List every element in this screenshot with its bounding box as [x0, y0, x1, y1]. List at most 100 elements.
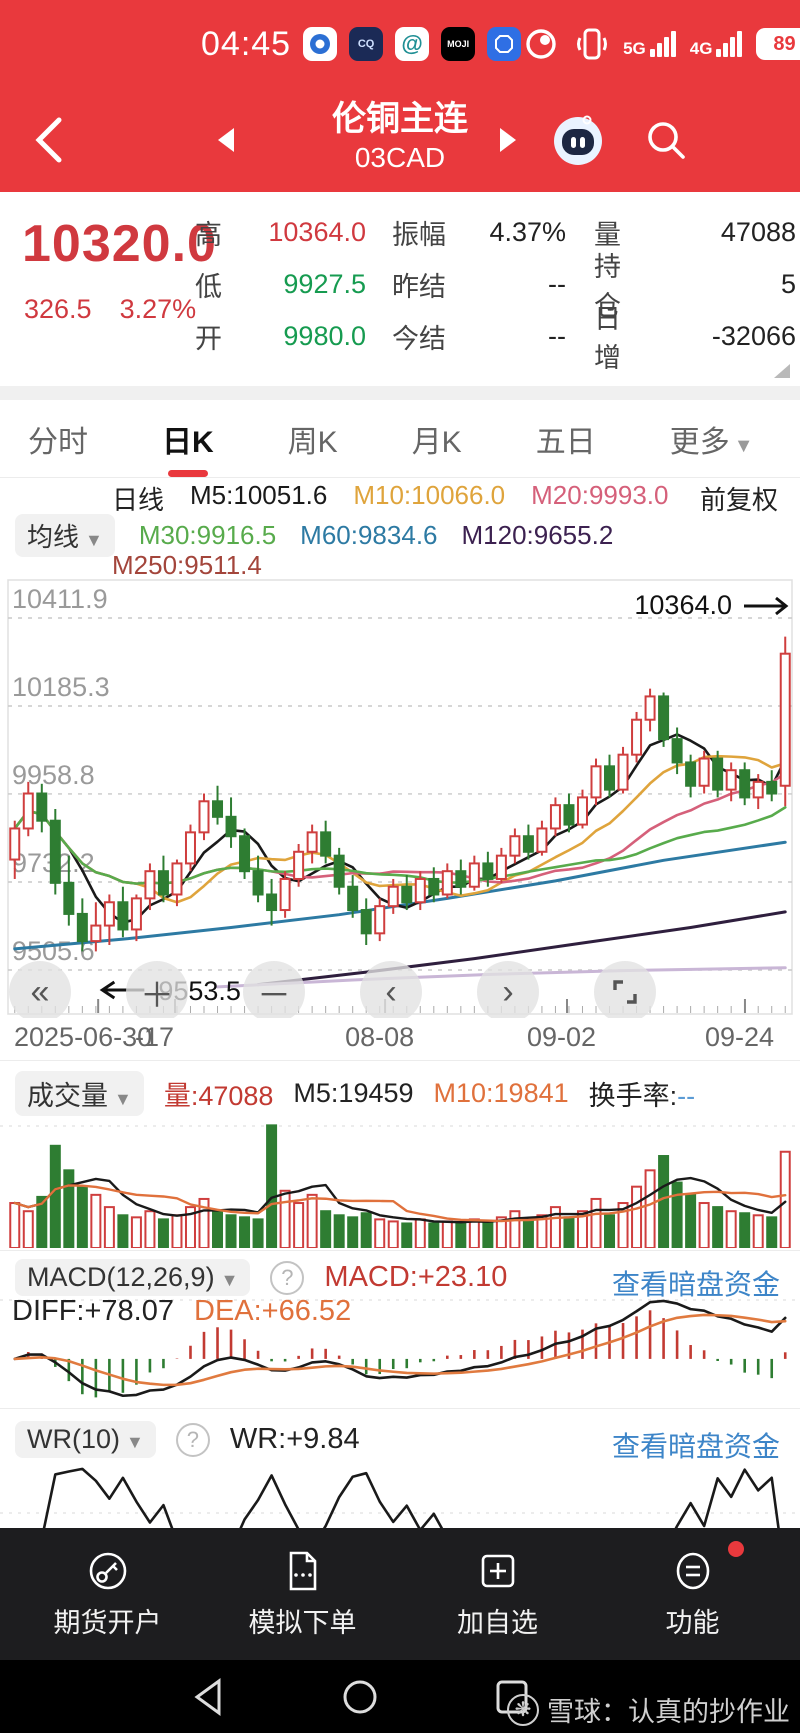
ma10-legend: M10:10066.0	[353, 480, 506, 510]
ma-legend: 日线 M5:10051.6 M10:10066.0 M20:9993.0 前复权…	[0, 478, 800, 580]
futures-account-icon	[89, 1552, 126, 1589]
ma5-legend: M5:10051.6	[190, 480, 328, 510]
period-label: 日线	[112, 485, 165, 515]
volume-panel[interactable]: 成交量 ▼ 量:47088 M5:19459 M10:19841 换手率:--	[0, 1060, 800, 1250]
instrument-code: 03CAD	[354, 142, 446, 173]
zoom-in-button[interactable]: ＋	[126, 961, 188, 1023]
pan-left-button[interactable]: ‹	[360, 961, 422, 1023]
diff-value: DIFF:+78.07	[12, 1295, 174, 1327]
next-instrument-button[interactable]	[478, 106, 538, 174]
help-icon[interactable]: ?	[270, 1260, 305, 1295]
dark-pool-link[interactable]: 查看暗盘资金	[611, 1269, 780, 1300]
chevron-down-icon: ▼	[220, 1270, 239, 1290]
volume-current: 量:47088	[163, 1081, 274, 1111]
chevron-down-icon: ▼	[85, 530, 103, 550]
functions-icon	[676, 1552, 709, 1589]
chevron-down-icon: ▼	[126, 1432, 144, 1452]
macd-value: MACD:+23.10	[324, 1261, 508, 1293]
expand-quote-triangle-icon[interactable]	[774, 364, 790, 378]
pan-right-button[interactable]: ›	[477, 961, 539, 1023]
section-divider	[0, 386, 800, 400]
battery-level: 89	[756, 28, 800, 60]
functions-button[interactable]: 功能	[608, 1540, 778, 1640]
back-button[interactable]	[18, 106, 78, 174]
kline-chart[interactable]: 10411.910185.39958.89732.29505.610364.09…	[0, 578, 800, 1023]
dea-value: DEA:+66.52	[194, 1295, 352, 1327]
dark-pool-link[interactable]: 查看暗盘资金	[611, 1431, 780, 1462]
instrument-name: 伦铜主连	[332, 100, 468, 138]
x-tick-label: 08-08	[345, 1022, 415, 1052]
macd-indicator-button[interactable]: MACD(12,26,9) ▼	[15, 1259, 251, 1296]
clock: 04:45	[201, 24, 292, 63]
vibrate-icon	[575, 26, 609, 62]
moji-weather-icon: MOJI	[441, 27, 476, 61]
field-label: 开	[195, 323, 222, 354]
x-axis-labels: 2025-06-30 -17 08-08 09-02 09-24	[0, 1018, 800, 1060]
ma60-legend: M60:9834.6	[300, 520, 438, 550]
prev-instrument-button[interactable]	[196, 106, 256, 174]
ma20-legend: M20:9993.0	[531, 480, 669, 510]
tab-daily-k[interactable]: 日K	[162, 417, 214, 461]
field-label: 昨结	[392, 271, 446, 302]
field-value-oi-change: -32066	[711, 320, 796, 351]
add-watchlist-button[interactable]: 加自选	[413, 1549, 583, 1640]
tab-minute[interactable]: 分时	[28, 425, 88, 459]
notification-dot	[727, 1540, 744, 1557]
svg-text:9958.8: 9958.8	[12, 760, 95, 790]
wr-panel[interactable]: WR(10) ▼ ? WR:+9.84 查看暗盘资金	[0, 1408, 800, 1528]
field-value-open-interest: 5	[780, 268, 796, 299]
field-label: 日增	[594, 304, 621, 373]
field-value-amplitude: 4.37%	[489, 216, 566, 247]
chevron-down-icon: ▼	[733, 434, 754, 457]
tab-five-day[interactable]: 五日	[535, 425, 596, 459]
wr-value: WR:+9.84	[229, 1423, 360, 1455]
field-value-high: 10364.0	[268, 216, 366, 247]
demo-order-button[interactable]: 模拟下单	[218, 1549, 388, 1640]
android-home-button[interactable]	[330, 1672, 390, 1722]
x-tick-label: 09-02	[526, 1022, 597, 1052]
field-value-prev-settle: --	[548, 268, 566, 299]
ma250-legend: M250:9511.4	[112, 550, 262, 580]
ma-dropdown-button[interactable]: 均线 ▼	[15, 514, 115, 557]
fullscreen-button[interactable]	[594, 961, 656, 1023]
field-label: 高	[195, 219, 222, 250]
field-label: 振幅	[392, 219, 446, 250]
stop-hand-app-icon	[487, 27, 522, 61]
change-value: 326.5	[24, 294, 92, 324]
android-nav-bar: ❋ 雪球：认真的抄作业	[0, 1660, 800, 1733]
field-value-low: 9927.5	[283, 268, 366, 299]
svg-text:10411.9: 10411.9	[12, 584, 108, 614]
x-tick-label: -17	[134, 1022, 175, 1052]
demo-order-icon	[289, 1551, 316, 1590]
volume-indicator-button[interactable]: 成交量 ▼	[15, 1071, 144, 1116]
tab-more[interactable]: 更多 ▼	[669, 425, 754, 459]
ma30-legend: M30:9916.5	[138, 520, 277, 550]
volume-ma10: M10:19841	[433, 1078, 569, 1108]
signal-4g-icon: 4G	[690, 31, 743, 57]
adjust-mode-toggle[interactable]: 前复权	[699, 485, 778, 515]
period-tab-bar: 分时 日K 周K 月K 五日 更多 ▼	[0, 400, 800, 478]
android-back-button[interactable]	[178, 1672, 238, 1722]
tab-weekly-k[interactable]: 周K	[287, 425, 338, 459]
x-tick-label: 09-24	[704, 1022, 775, 1052]
ma120-legend: M120:9655.2	[461, 520, 614, 550]
macd-panel[interactable]: MACD(12,26,9) ▼ ? MACD:+23.10 DIFF:+78.07…	[0, 1250, 800, 1408]
assistant-robot-icon[interactable]	[548, 106, 608, 174]
wr-indicator-button[interactable]: WR(10) ▼	[15, 1421, 156, 1458]
help-icon[interactable]: ?	[175, 1422, 210, 1457]
quote-panel: 10320.0 326.5 3.27% 高 10364.0 振幅 4.37% 量 47…	[0, 192, 800, 386]
signal-5g-icon: 5G	[623, 31, 676, 57]
change-percent: 3.27%	[119, 294, 197, 324]
futures-account-button[interactable]: 期货开户	[23, 1549, 193, 1640]
bottom-toolbar: 期货开户 模拟下单 加自选 功能	[0, 1528, 800, 1660]
field-value-volume: 47088	[720, 216, 796, 247]
status-bar: 04:45 CQ @ MOJI 5G 4G	[0, 0, 800, 88]
search-icon[interactable]	[636, 106, 696, 174]
messenger-icon	[303, 27, 338, 61]
page-title: 伦铜主连 03CAD	[332, 98, 468, 176]
zoom-out-button[interactable]: －	[243, 961, 305, 1023]
pan-fast-left-button[interactable]: «	[9, 961, 71, 1023]
cq-app-icon: CQ	[349, 27, 384, 61]
tab-monthly-k[interactable]: 月K	[411, 425, 462, 459]
